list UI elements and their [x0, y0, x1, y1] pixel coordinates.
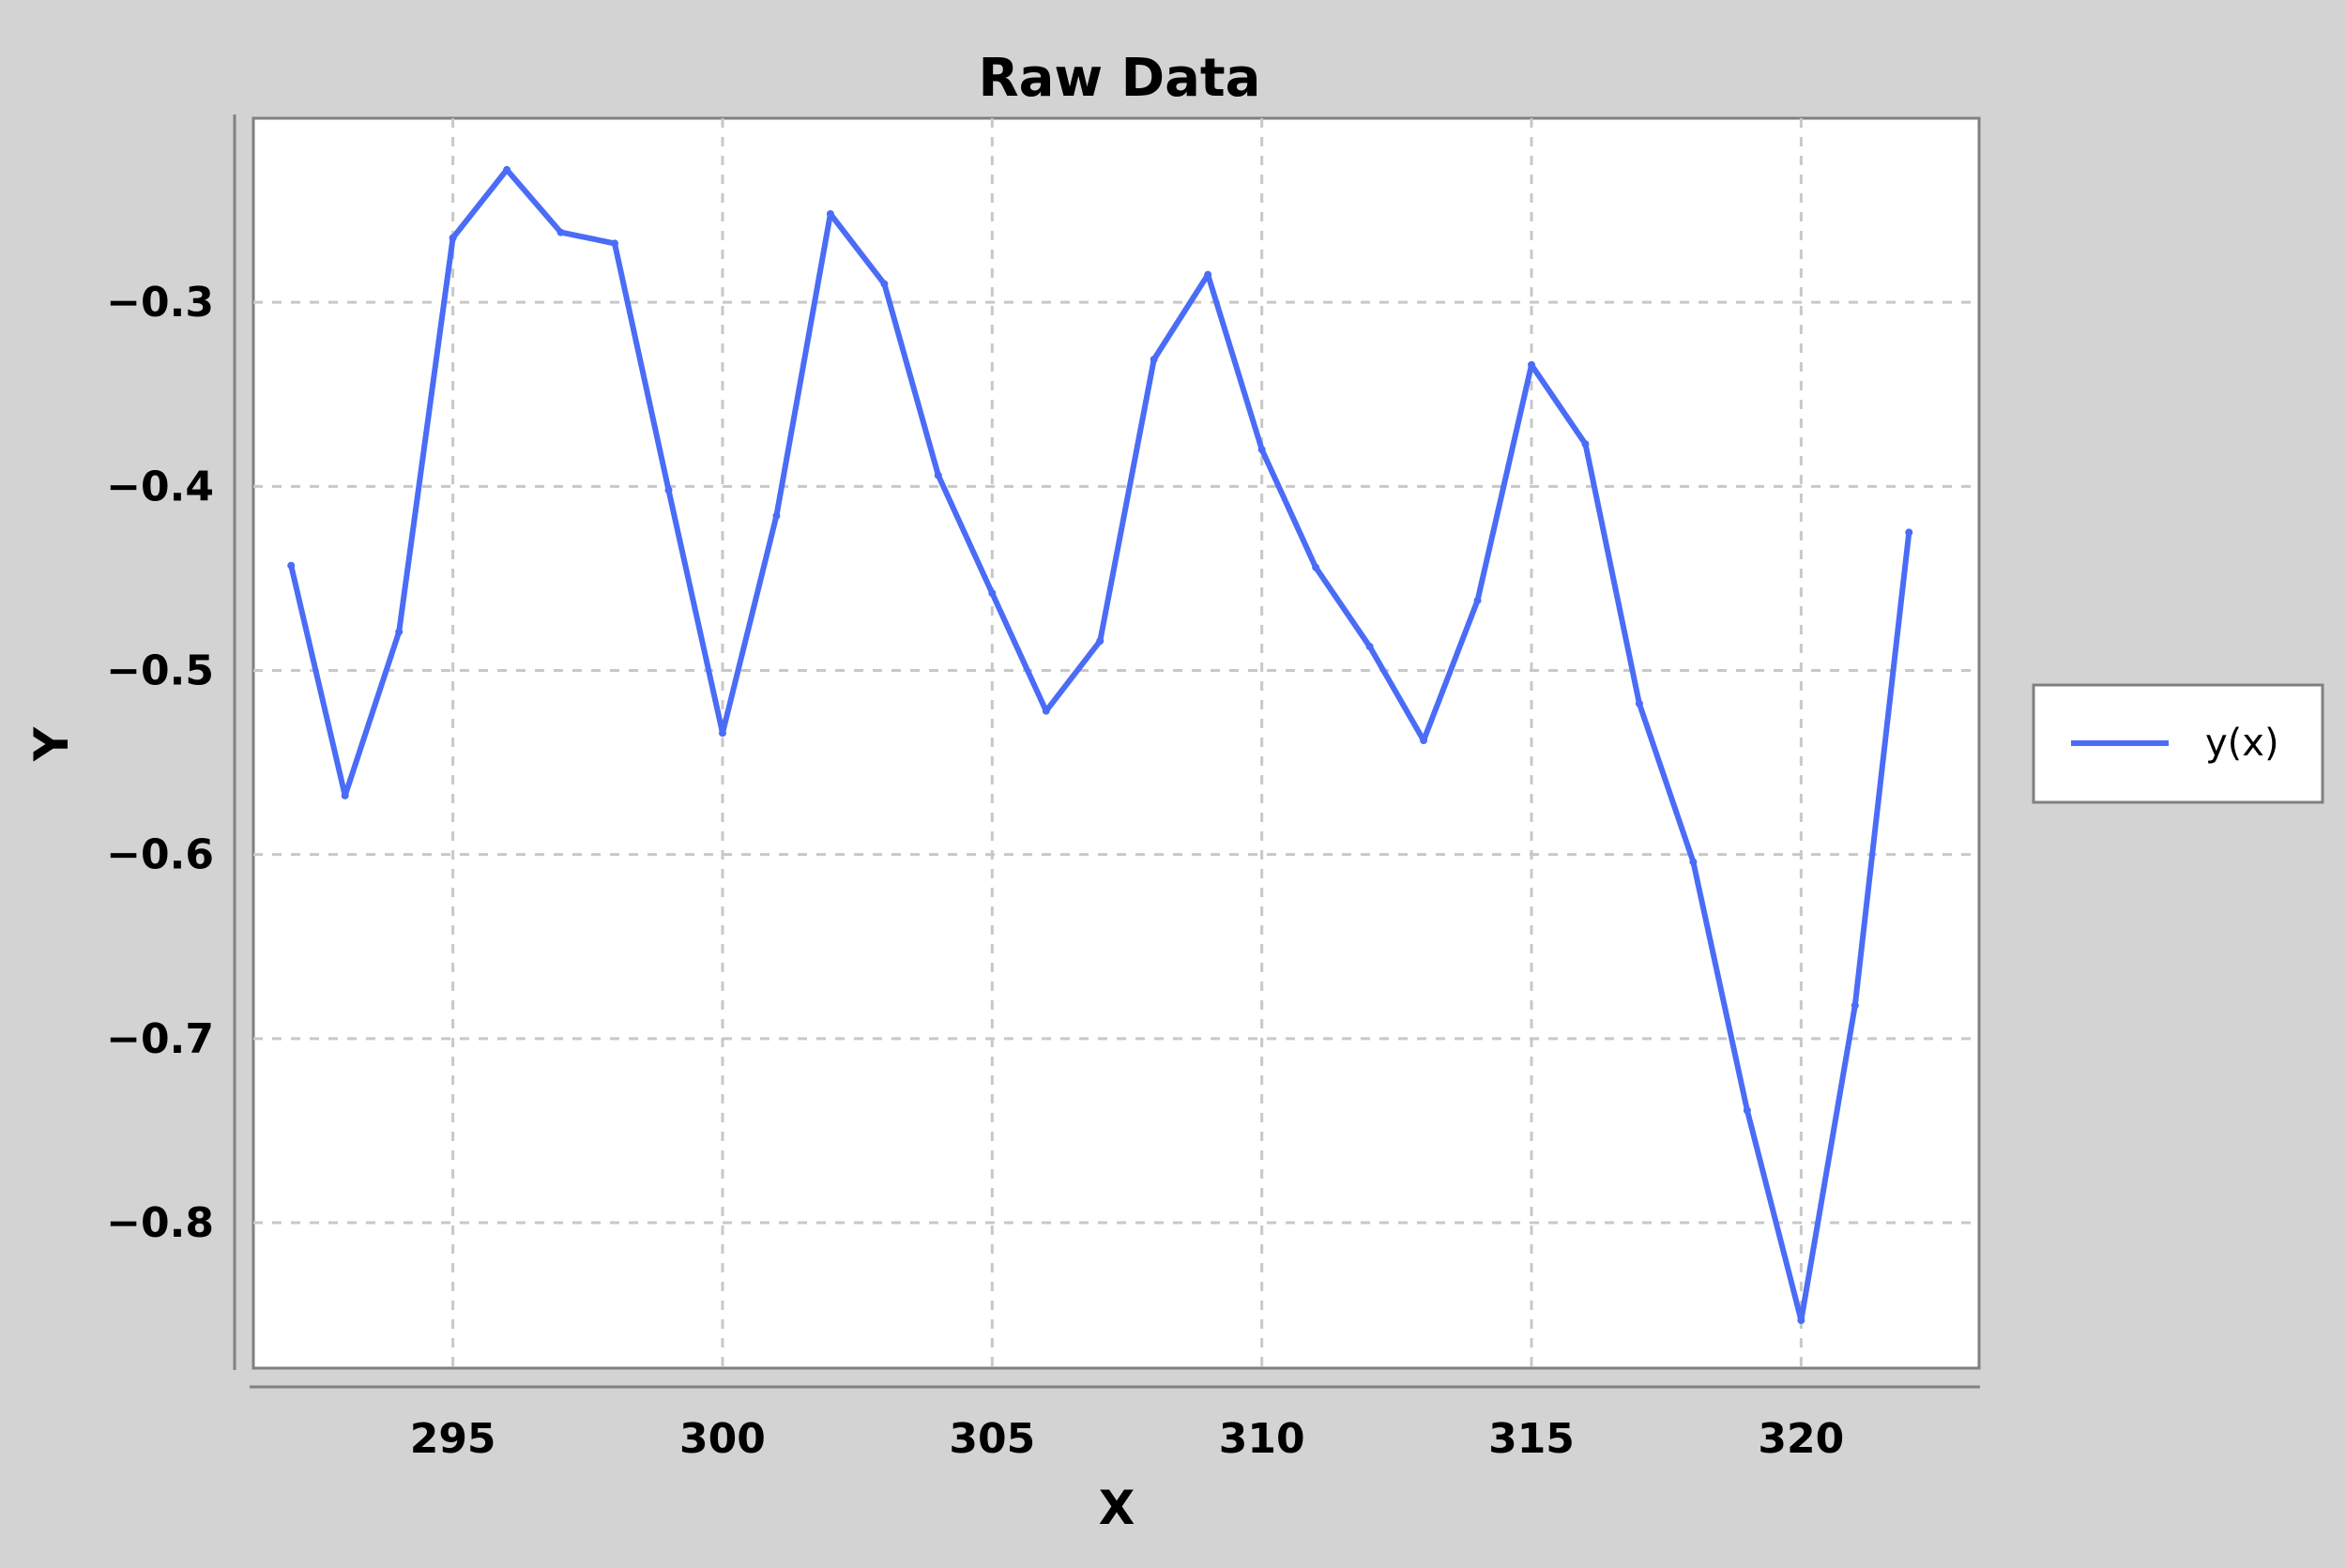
data-point: [287, 561, 296, 570]
data-point: [934, 471, 942, 480]
data-point: [1042, 707, 1050, 715]
x-tick-label: 320: [1758, 1415, 1844, 1463]
data-point: [611, 239, 619, 248]
data-point: [1150, 355, 1158, 363]
data-point: [988, 589, 997, 598]
data-point: [556, 228, 565, 236]
series-layer: [287, 165, 1913, 1324]
data-point: [1312, 563, 1320, 571]
chart-title: Raw Data: [979, 48, 1261, 109]
y-tick-label: −0.7: [106, 1015, 214, 1063]
y-tick-label: −0.6: [106, 831, 214, 879]
y-axis-label: Y: [24, 726, 79, 762]
data-point: [1635, 699, 1643, 708]
data-point: [1743, 1106, 1751, 1115]
x-tick-label: 315: [1488, 1415, 1575, 1463]
grid-lines: [253, 118, 1979, 1368]
data-point: [1204, 270, 1212, 279]
data-point: [664, 486, 673, 495]
data-point: [1851, 1001, 1859, 1010]
data-point: [1473, 596, 1482, 604]
data-point: [880, 280, 889, 288]
data-point: [1420, 737, 1428, 745]
data-point: [772, 511, 781, 520]
legend-label: y(x): [2205, 722, 2279, 765]
x-tick-label: 305: [949, 1415, 1035, 1463]
data-point: [1257, 446, 1266, 454]
data-point: [449, 234, 457, 242]
legend: y(x): [2032, 683, 2324, 804]
data-point: [395, 628, 404, 636]
data-point: [1096, 637, 1104, 646]
y-tick-label: −0.4: [106, 463, 214, 510]
x-tick-label: 310: [1219, 1415, 1305, 1463]
data-point: [1528, 360, 1536, 369]
data-point: [826, 210, 834, 219]
data-point: [1905, 528, 1913, 537]
data-point: [1689, 858, 1698, 866]
data-point: [1581, 440, 1590, 449]
plot-area: [251, 116, 1981, 1370]
y-tick-label: −0.3: [106, 279, 214, 327]
data-point: [341, 791, 349, 799]
y-tick-label: −0.5: [106, 647, 214, 695]
data-point: [1365, 643, 1374, 651]
x-ticks: 295 300 305 310 315 320: [410, 1415, 1845, 1463]
x-axis-label: X: [1099, 1481, 1135, 1535]
x-tick-label: 300: [679, 1415, 766, 1463]
y-tick-label: −0.8: [106, 1199, 214, 1247]
data-point: [718, 729, 726, 738]
y-ticks: −0.3 −0.4 −0.5 −0.6 −0.7 −0.8: [106, 279, 214, 1247]
data-point: [1797, 1316, 1805, 1324]
data-point: [503, 165, 511, 174]
x-tick-label: 295: [410, 1415, 496, 1463]
